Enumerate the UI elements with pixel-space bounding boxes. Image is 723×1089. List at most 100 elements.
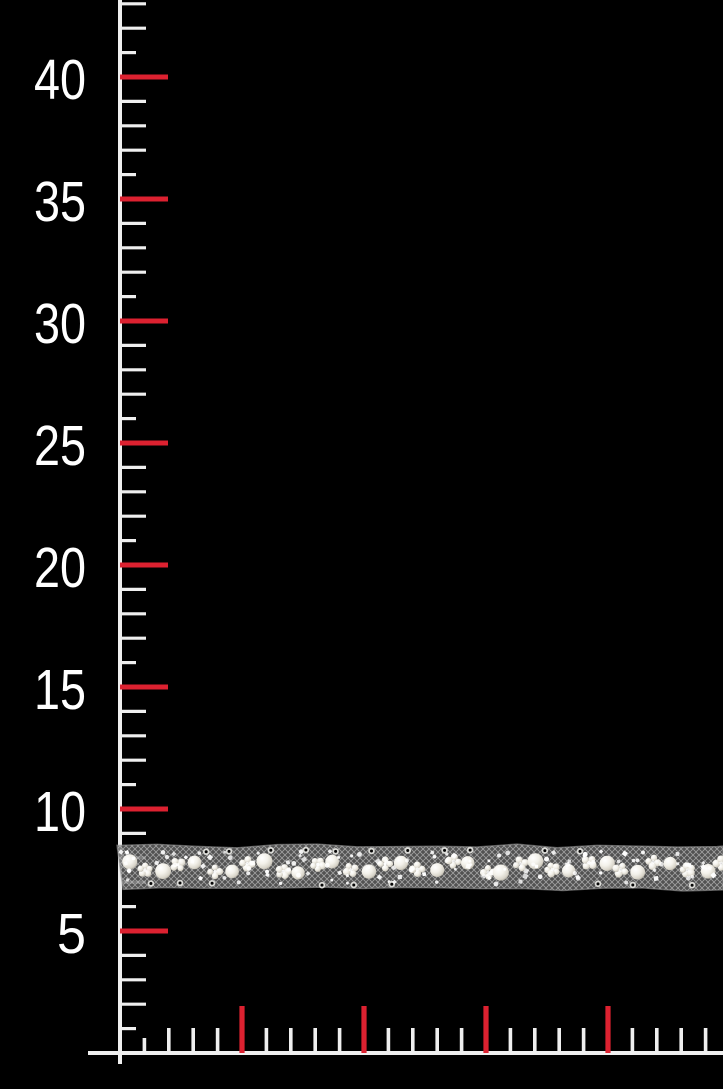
seed-bead xyxy=(415,867,420,871)
scale-number-5: 5 xyxy=(57,902,86,966)
small-pearl xyxy=(276,870,283,878)
seed-bead xyxy=(616,859,621,864)
small-pearl xyxy=(582,862,590,870)
seed-bead xyxy=(125,877,130,882)
seed-bead xyxy=(537,874,543,880)
large-pearl xyxy=(256,853,273,870)
seed-bead xyxy=(305,871,311,877)
ring-bead-hole xyxy=(443,848,447,852)
seed-bead xyxy=(432,854,437,859)
small-pearl xyxy=(177,865,184,872)
large-pearl xyxy=(492,864,509,881)
seed-bead xyxy=(250,860,256,866)
seed-bead xyxy=(503,867,507,871)
seed-bead xyxy=(390,865,397,871)
small-pearl xyxy=(621,868,629,875)
seed-bead xyxy=(518,861,523,867)
scale-number-10: 10 xyxy=(34,780,86,844)
seed-bead xyxy=(337,855,341,860)
seed-bead xyxy=(451,852,458,859)
small-pearl xyxy=(717,855,723,863)
large-pearl xyxy=(187,855,202,870)
seed-bead xyxy=(409,868,413,873)
small-pearl xyxy=(413,861,421,869)
seed-bead xyxy=(505,850,511,856)
seed-bead xyxy=(397,874,402,880)
large-pearl xyxy=(630,864,646,880)
seed-bead xyxy=(296,872,301,878)
horizontal-ruler xyxy=(88,1006,723,1055)
seed-bead xyxy=(246,871,251,876)
scale-number-35: 35 xyxy=(34,170,86,234)
seed-bead xyxy=(171,851,177,857)
seed-bead xyxy=(618,867,623,873)
small-pearl xyxy=(449,862,457,869)
seed-bead xyxy=(281,869,285,874)
seed-bead xyxy=(222,875,227,880)
seed-bead xyxy=(429,850,435,855)
ring-bead-hole xyxy=(370,849,374,853)
small-pearl xyxy=(645,858,652,865)
ring-bead-hole xyxy=(204,850,208,854)
small-pearl xyxy=(275,865,283,873)
seed-bead xyxy=(324,862,330,868)
seed-bead xyxy=(265,872,270,878)
seed-bead xyxy=(690,874,695,879)
seed-bead xyxy=(531,862,536,867)
small-pearl xyxy=(351,864,359,872)
seed-bead xyxy=(582,854,586,858)
seed-bead xyxy=(405,858,409,863)
pearl-trim xyxy=(116,843,723,892)
small-pearl xyxy=(484,865,492,872)
vertical-ruler xyxy=(118,0,168,1064)
small-pearl xyxy=(619,862,626,870)
large-pearl xyxy=(460,856,475,870)
large-pearl xyxy=(599,855,615,872)
seed-bead xyxy=(653,875,659,882)
ring-bead-hole xyxy=(178,881,182,885)
seed-bead xyxy=(126,868,132,874)
seed-bead xyxy=(675,861,680,866)
seed-bead xyxy=(236,880,241,885)
seed-bead xyxy=(567,859,571,863)
seed-bead xyxy=(701,860,706,865)
seed-bead xyxy=(487,859,491,863)
seed-bead xyxy=(392,879,397,885)
large-pearl xyxy=(430,863,445,878)
seed-bead xyxy=(278,881,283,885)
seed-bead xyxy=(550,867,555,872)
scale-number-40: 40 xyxy=(34,48,86,112)
seed-bead xyxy=(684,863,689,867)
seed-bead xyxy=(572,871,578,876)
seed-bead xyxy=(227,855,233,861)
seed-bead xyxy=(183,855,189,860)
small-pearl xyxy=(518,864,526,872)
small-pearl xyxy=(281,871,289,880)
ring-bead-hole xyxy=(468,848,472,852)
seed-bead xyxy=(197,851,202,855)
seed-bead xyxy=(700,864,706,870)
seed-bead xyxy=(143,868,147,872)
seed-bead xyxy=(591,859,596,864)
ring-bead-hole xyxy=(543,849,547,853)
seed-bead xyxy=(345,873,350,878)
ring-bead-hole xyxy=(390,882,394,886)
small-pearl xyxy=(311,857,319,865)
seed-bead xyxy=(124,849,130,855)
small-pearl xyxy=(687,869,695,877)
seed-bead xyxy=(434,880,439,884)
seed-bead xyxy=(291,861,297,866)
ring-bead-hole xyxy=(352,883,356,887)
seed-bead xyxy=(598,849,604,854)
seed-bead xyxy=(374,858,382,865)
seed-bead xyxy=(131,856,136,861)
seed-bead xyxy=(534,864,539,869)
seed-bead xyxy=(213,870,217,874)
seed-bead xyxy=(468,859,472,863)
seed-bead xyxy=(544,856,550,862)
ring-bead-hole xyxy=(304,848,308,852)
seed-bead xyxy=(453,867,457,871)
seed-bead xyxy=(366,865,371,870)
seed-bead xyxy=(444,859,448,863)
small-pearl xyxy=(211,864,218,871)
